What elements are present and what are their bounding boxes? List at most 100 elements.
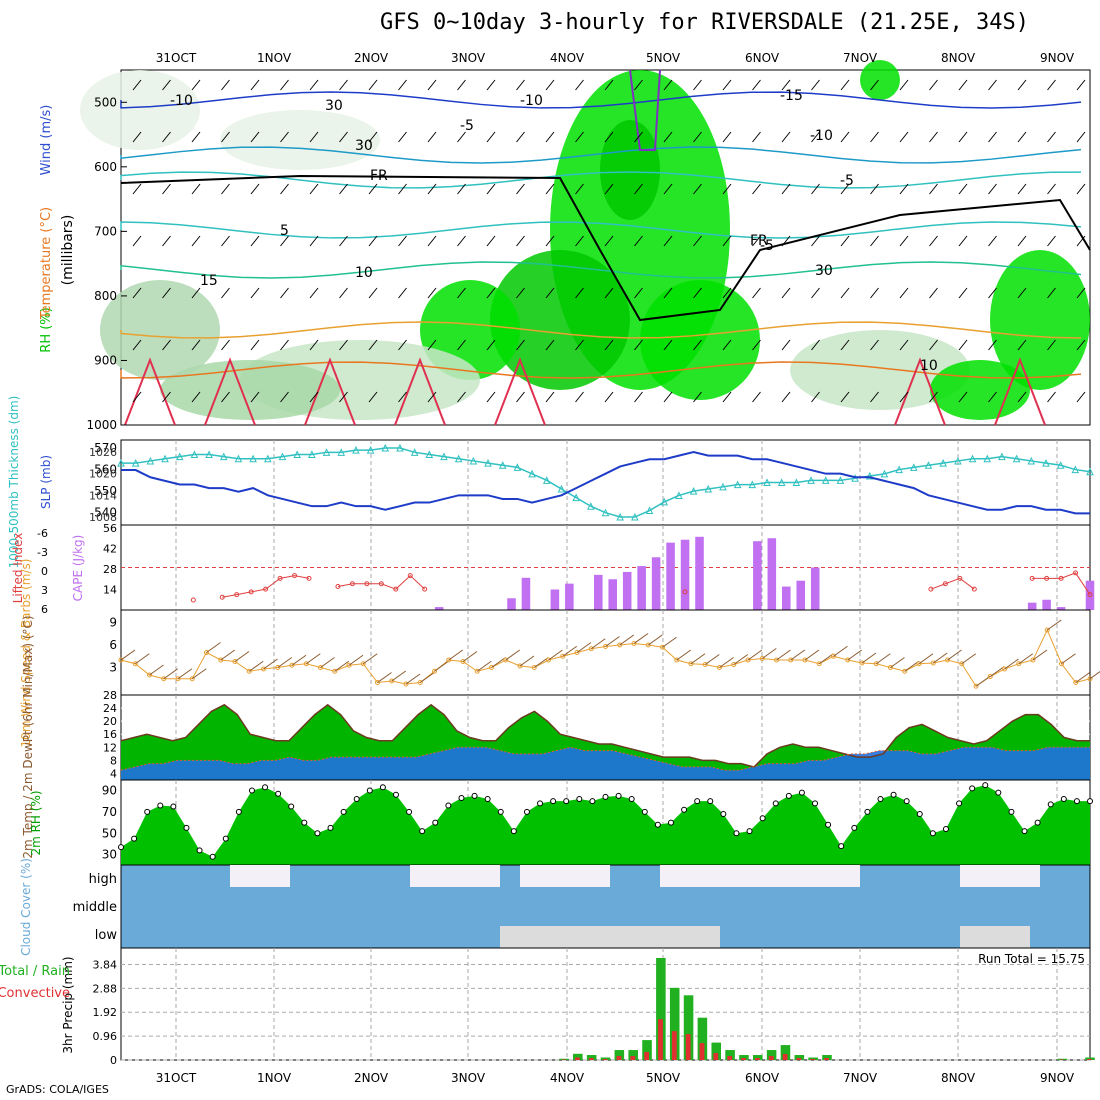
wind-barb xyxy=(1004,658,1019,670)
wind-barb xyxy=(280,287,289,299)
wind-barb xyxy=(633,633,649,644)
precip-bar xyxy=(628,1050,638,1060)
rh2m-point xyxy=(942,825,949,832)
footer-credit: GrADS: COLA/IGES xyxy=(6,1083,109,1096)
contour-label: 30 xyxy=(355,138,373,154)
cape-bar xyxy=(796,580,806,610)
wind-speed-point xyxy=(375,680,380,685)
precip-bar xyxy=(1057,1058,1068,1060)
thickness-point xyxy=(381,443,390,452)
wind-barb xyxy=(486,391,496,403)
wind-barb xyxy=(752,391,761,403)
wind-barb xyxy=(781,339,791,351)
precip-convective-bar xyxy=(741,1058,746,1060)
wind-barb xyxy=(811,391,820,403)
precip-bar xyxy=(697,1017,708,1060)
wind-barb xyxy=(899,183,909,195)
wind-barb xyxy=(947,649,962,661)
slp-axis-label: SLP (mb) xyxy=(39,455,53,509)
precip-bar xyxy=(766,1050,777,1060)
wind-barb xyxy=(486,339,496,351)
top-day-label: 8NOV xyxy=(941,51,976,65)
thickness-point xyxy=(1071,465,1080,474)
wind-barb xyxy=(221,79,230,91)
wind-barb xyxy=(929,391,938,403)
wind-speed-point xyxy=(1044,627,1050,633)
wind-barb xyxy=(280,183,289,195)
wind-tick: 9 xyxy=(109,616,117,630)
wind-barb xyxy=(280,339,289,351)
cape-axis-label: CAPE (J/kg) xyxy=(71,535,85,602)
wind-barb xyxy=(221,391,230,403)
wind-barb xyxy=(250,391,260,403)
precip-tick: 3.84 xyxy=(93,958,118,971)
wind-barb xyxy=(847,649,863,661)
wind-barb xyxy=(1061,653,1076,665)
li-tick: 0 xyxy=(41,565,48,578)
wind-barb xyxy=(1017,79,1027,91)
precip-convective-bar xyxy=(713,1053,719,1060)
wind-barb xyxy=(663,339,673,351)
wind-barb xyxy=(932,652,948,664)
wind-barb xyxy=(781,235,791,247)
wind-barb xyxy=(1047,235,1056,247)
lifted-index-point xyxy=(263,586,269,592)
wind-barb xyxy=(899,391,909,403)
rh2m-point xyxy=(615,792,622,799)
thickness-point xyxy=(1012,454,1021,463)
precip-convective-bar xyxy=(616,1056,622,1060)
wind-barb xyxy=(761,648,777,659)
wind-speed-point xyxy=(845,657,851,663)
wind-speed-point xyxy=(161,676,167,682)
wind-barb xyxy=(533,657,549,668)
wind-barb xyxy=(339,339,348,351)
wind-barb xyxy=(1089,670,1100,680)
wind-speed-point xyxy=(959,661,965,667)
wind-barb xyxy=(1047,391,1056,403)
rh2m-point xyxy=(248,787,255,794)
top-day-label: 1NOV xyxy=(257,51,292,65)
upper-air-unit: (millibars) xyxy=(60,215,76,286)
wind-barb xyxy=(427,287,437,299)
precip-axis-label: 3hr Precip (mm) xyxy=(61,956,75,1053)
wind-barb xyxy=(339,287,348,299)
wind-speed-point xyxy=(489,665,494,670)
wind-barb xyxy=(988,183,997,195)
wind-barb xyxy=(516,131,525,143)
lifted-index-point xyxy=(364,581,370,587)
isotherm-3 xyxy=(120,221,1082,239)
thickness-point xyxy=(807,476,815,484)
precip-bar xyxy=(559,1058,569,1060)
rh2m-point xyxy=(785,792,792,799)
wind-speed-point xyxy=(346,662,352,668)
precip-convective-bar xyxy=(782,1054,788,1060)
wind-barb xyxy=(309,391,319,403)
rh2m-point xyxy=(812,800,819,807)
thickness-point xyxy=(924,461,933,469)
wind-speed-point xyxy=(916,661,922,667)
thickness-point xyxy=(352,446,360,454)
wind-barb xyxy=(1047,131,1056,143)
wind-barb xyxy=(929,235,938,247)
pressure-tick-label: 700 xyxy=(94,224,117,238)
thickness-point xyxy=(366,446,375,454)
precip-bar xyxy=(669,987,680,1060)
thickness-point xyxy=(264,454,272,463)
precip-convective-bar xyxy=(824,1058,829,1060)
wind-barb xyxy=(545,235,555,247)
lifted-index-point xyxy=(248,589,254,595)
thickness-axis-label: 1000-500mb Thickness (dm) xyxy=(7,396,21,569)
rh2m-point xyxy=(196,847,203,854)
rh2m-point xyxy=(484,796,491,803)
wind-barb xyxy=(890,657,905,668)
bottom-day-label: 5NOV xyxy=(646,1071,681,1085)
isotherm-2 xyxy=(120,171,1082,189)
thickness-point xyxy=(939,458,947,467)
wind-barb xyxy=(191,131,201,143)
wind-barb xyxy=(221,131,230,143)
wind-barb xyxy=(752,79,761,91)
cape-bar xyxy=(767,538,777,610)
wind-speed-point xyxy=(1030,657,1036,663)
rh2m-point xyxy=(602,793,609,800)
wind-barb xyxy=(405,673,421,685)
